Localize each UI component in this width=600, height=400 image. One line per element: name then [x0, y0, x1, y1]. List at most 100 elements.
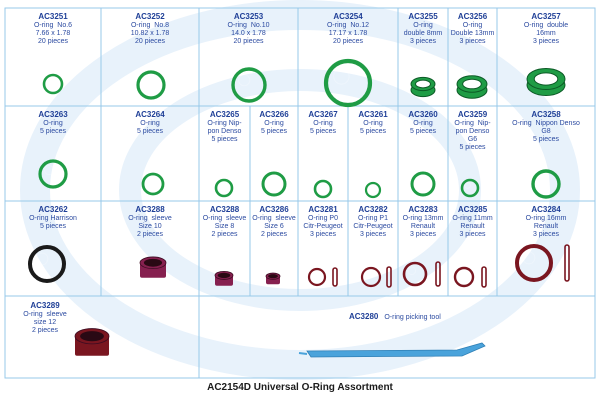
item-description: Renault: [533, 223, 559, 230]
o-ring-icon: [42, 73, 64, 95]
item-label: AC3283 O-ring 13mm Renault 3 pieces: [398, 205, 448, 239]
item-code: AC3286: [259, 205, 289, 214]
item-description: O-ring: [413, 22, 433, 29]
o-ring-icon: [136, 70, 166, 100]
item-code: AC3258: [531, 110, 561, 119]
item-code: AC3288: [135, 205, 165, 214]
item-description: O-ring double: [523, 22, 569, 29]
item-description: O-ring: [413, 120, 433, 127]
item-label: AC3257 O-ring double 16mm 3 pieces: [497, 12, 595, 46]
watermark-ring: [20, 0, 580, 380]
item-description: 5 pieces: [359, 128, 387, 135]
item-description: O-ring picking tool: [384, 314, 441, 321]
item-code: AC3263: [38, 110, 68, 119]
o-ring-icon: [410, 171, 436, 197]
item-code: AC3284: [531, 205, 561, 214]
item-label: AC3254 O-ring No.12 17.17 x 1.78 20 pieces: [298, 12, 398, 46]
o-ring-icon: [531, 169, 561, 199]
item-description: 3 pieces: [309, 231, 337, 238]
sleeve-icon: [139, 256, 167, 278]
item-description: 5 pieces: [39, 223, 67, 230]
item-code: AC3285: [457, 205, 488, 214]
item-label: AC3261 O-ring 5 pieces: [348, 110, 398, 136]
item-label: AC3280 O-ring picking tool: [349, 312, 499, 322]
item-description: 5 pieces: [309, 128, 337, 135]
item-description: Citr-Peugeot: [303, 223, 343, 230]
item-description: pon Denso: [207, 128, 242, 135]
item-code: AC3289: [30, 301, 60, 310]
item-description: Renault: [460, 223, 485, 230]
item-description: 20 pieces: [333, 38, 363, 45]
item-description: O-ring No.6: [33, 22, 73, 29]
item-label: AC3284 O-ring 16mm Renault 3 pieces: [497, 205, 595, 239]
item-label: AC3252 O-ring No.8 10.82 x 1.78 20 pieces: [101, 12, 199, 46]
o-ring-icon: [453, 266, 487, 288]
item-description: O-ring 11mm: [452, 215, 493, 222]
item-label: AC3265 O-ring Nip-pon Denso 5 pieces: [199, 110, 250, 144]
item-description: 3 pieces: [532, 38, 560, 45]
item-code: AC3282: [358, 205, 388, 214]
o-ring-icon: [307, 267, 338, 287]
item-description: Citr-Peugeot: [353, 223, 393, 230]
item-code: AC3265: [209, 110, 240, 119]
item-description: 3 pieces: [532, 231, 560, 238]
item-description: double 8mm: [403, 30, 443, 37]
sleeve-icon: [74, 328, 110, 356]
assortment-title: AC2154D Universal O-Ring Assortment: [207, 382, 393, 393]
o-ring-icon: [38, 159, 68, 189]
item-description: O-ring: [264, 120, 284, 127]
item-description: 5 pieces: [136, 128, 164, 135]
double-o-ring-icon: [456, 75, 488, 99]
item-description: O-ring 16mm: [525, 215, 567, 222]
item-description: 5 pieces: [211, 136, 238, 143]
item-description: 5 pieces: [459, 144, 486, 151]
item-label: AC3264 O-ring 5 pieces: [101, 110, 199, 136]
item-description: pon Denso: [455, 128, 490, 135]
picking-tool-icon: [298, 342, 486, 358]
item-description: O-ring No.8: [130, 22, 170, 29]
item-description: O-ring: [363, 120, 383, 127]
item-description: Size 10: [138, 223, 162, 230]
item-description: 3 pieces: [459, 38, 486, 45]
item-description: 3 pieces: [459, 231, 486, 238]
item-description: 5 pieces: [260, 128, 288, 135]
item-code: AC3280: [349, 312, 379, 321]
item-code: AC3257: [531, 12, 561, 21]
item-description: O-ring P0: [308, 215, 338, 222]
item-description: O-ring 13mm: [402, 215, 444, 222]
item-code: AC3288: [209, 205, 240, 214]
item-description: O-ring sleeve: [252, 215, 296, 222]
item-description: 10.82 x 1.78: [130, 30, 170, 37]
o-ring-icon: [141, 172, 165, 196]
item-description: 14.0 x 1.78: [231, 30, 266, 37]
item-description: O-ring Harrison: [29, 215, 77, 222]
item-code: AC3254: [333, 12, 363, 21]
item-description: O-ring Nippon Denso: [512, 120, 580, 127]
item-description: 17.17 x 1.78: [328, 30, 368, 37]
o-ring-icon: [515, 244, 570, 282]
o-ring-icon: [460, 178, 480, 198]
item-code: AC3264: [135, 110, 165, 119]
item-label: AC3285 O-ring 11mm Renault 3 pieces: [448, 205, 497, 239]
item-code: AC3260: [408, 110, 438, 119]
item-description: G6: [467, 136, 478, 143]
item-description: O-ring sleeve: [128, 215, 172, 222]
item-description: Renault: [410, 223, 436, 230]
grid-cell: [198, 295, 596, 379]
double-o-ring-icon: [410, 76, 436, 98]
item-description: size 12: [33, 319, 57, 326]
item-label: AC3258 O-ring Nippon Denso G8 5 pieces: [497, 110, 595, 144]
item-description: 20 pieces: [233, 38, 264, 45]
o-ring-icon: [364, 181, 382, 199]
o-ring-icon: [360, 266, 392, 288]
item-label: AC3251 O-ring No.6 7.66 x 1.78 20 pieces: [5, 12, 101, 46]
item-label: AC3256 O-ring Double 13mm 3 pieces: [448, 12, 497, 46]
item-description: Size 6: [264, 223, 284, 230]
o-ring-icon: [402, 261, 441, 287]
item-description: 20 pieces: [135, 38, 165, 45]
item-description: 3 pieces: [409, 38, 437, 45]
